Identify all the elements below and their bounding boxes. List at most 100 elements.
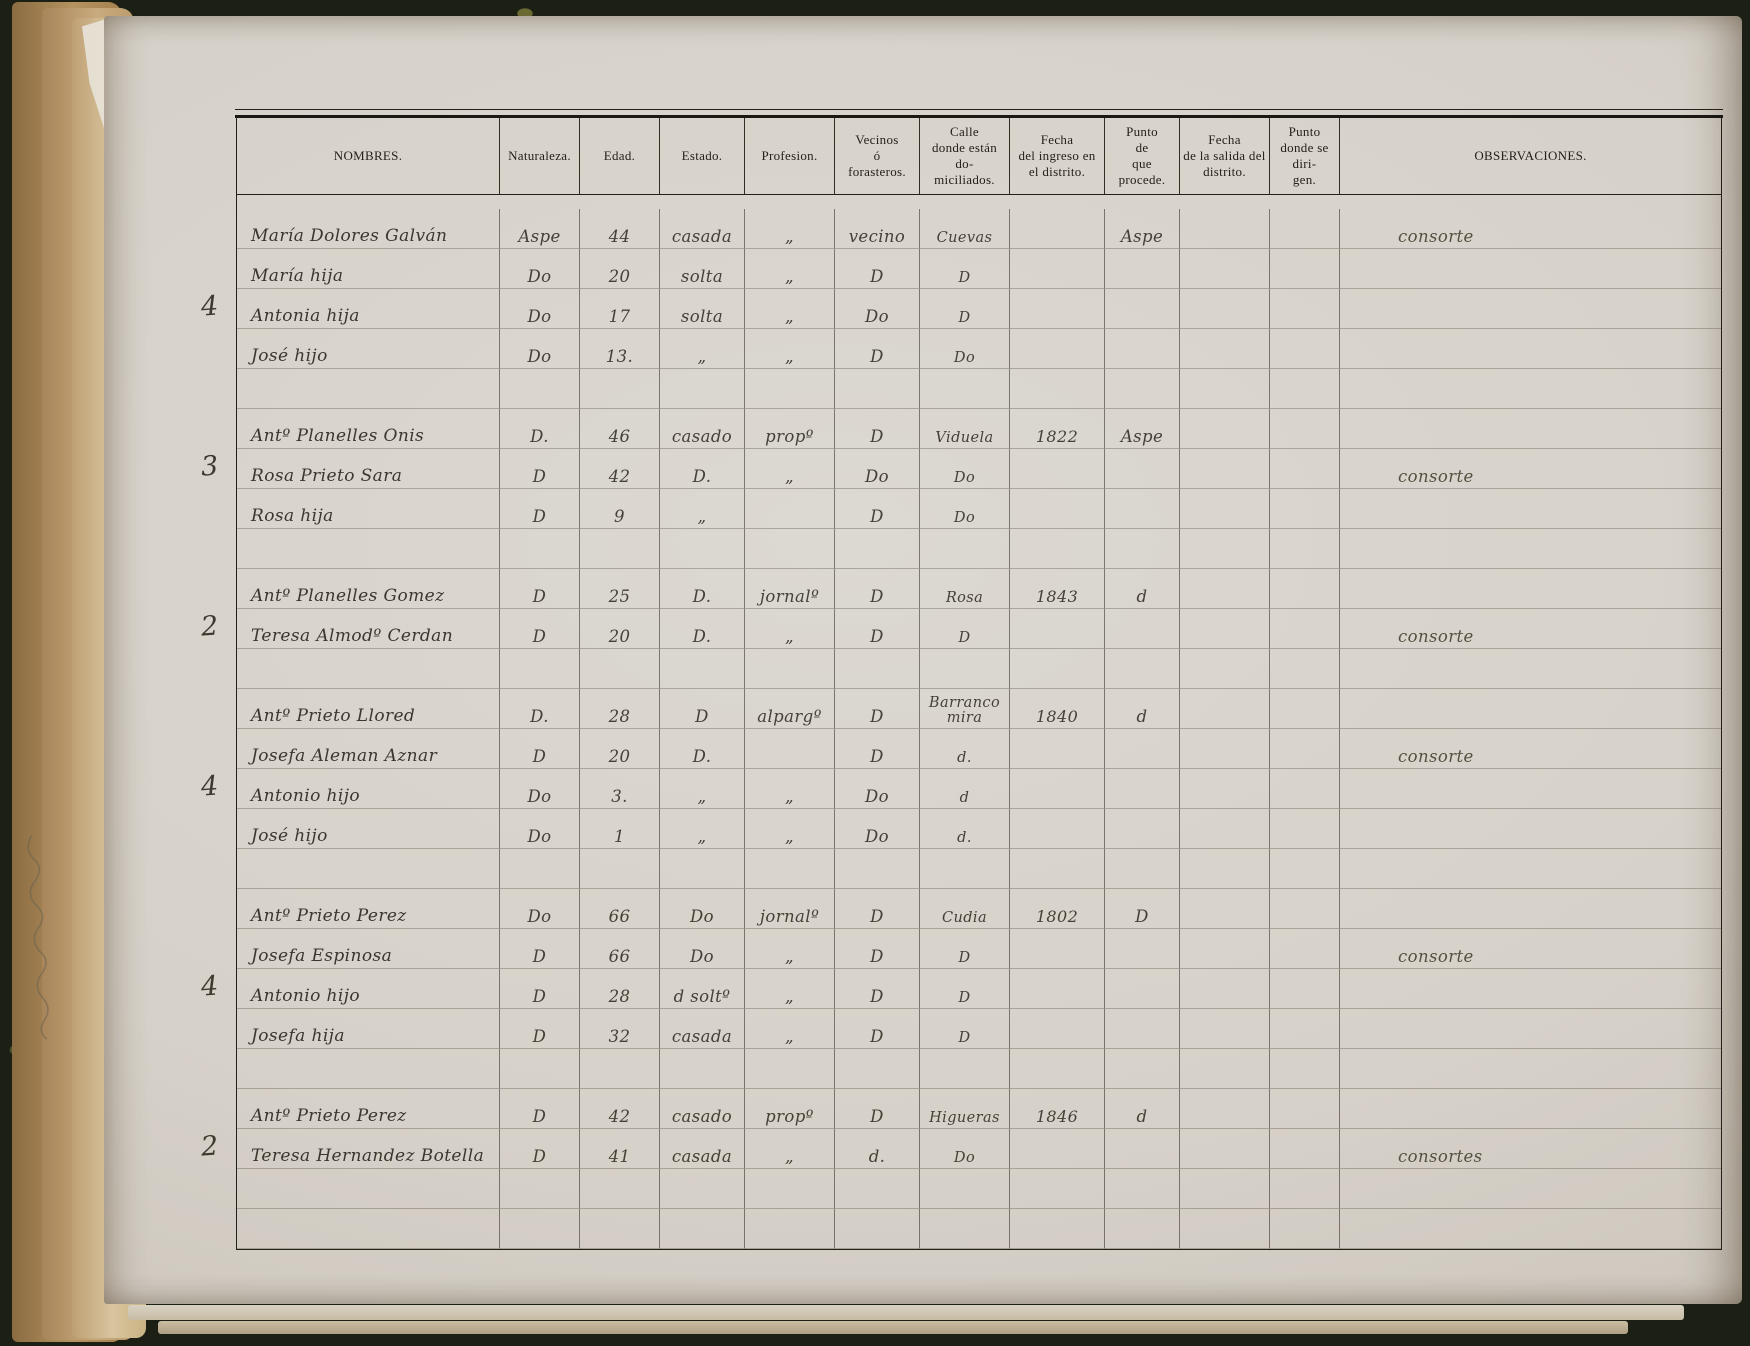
row-cell-naturaleza — [500, 1209, 580, 1249]
row-cell-edad — [580, 1209, 660, 1249]
row-cell-punto-dirigen — [1270, 889, 1340, 929]
row-cell-punto-dirigen — [1270, 929, 1340, 969]
row-cell-fecha-ingreso — [1010, 1209, 1105, 1249]
row-cell-punto-procede: Aspe — [1105, 409, 1180, 449]
row-cell-punto-dirigen — [1270, 329, 1340, 369]
row-cell-observaciones — [1340, 769, 1721, 809]
row-cell-naturaleza: Do — [500, 249, 580, 289]
row-cell-calle: D — [920, 609, 1010, 649]
row-cell-estado: D. — [660, 569, 745, 609]
row-cell-punto-procede: d — [1105, 569, 1180, 609]
row-cell-calle: Cudia — [920, 889, 1010, 929]
table-row: Antº Prieto Perez D 42 casado propº D Higueras… — [237, 1089, 1721, 1129]
page-bottom-edge — [158, 1321, 1628, 1334]
row-cell-observaciones — [1340, 329, 1721, 369]
column-header-edad: Edad. — [580, 118, 660, 194]
row-cell-fecha-salida — [1180, 729, 1270, 769]
row-cell-punto-dirigen — [1270, 409, 1340, 449]
row-cell-punto-procede — [1105, 449, 1180, 489]
row-cell-vecinos: Do — [835, 769, 920, 809]
row-cell-punto-dirigen — [1270, 529, 1340, 569]
column-header-calle: Calle donde están do- miciliados. — [920, 118, 1010, 194]
row-cell-edad: 28 — [580, 969, 660, 1009]
row-cell-vecinos: d. — [835, 1129, 920, 1169]
column-header-vecinos: Vecinos ó forasteros. — [835, 118, 920, 194]
row-cell-nombres — [237, 1209, 500, 1249]
row-cell-nombres: Antº Planelles Gomez — [237, 569, 500, 609]
row-cell-punto-procede — [1105, 1009, 1180, 1049]
row-cell-edad: 44 — [580, 209, 660, 249]
family-size-number: 2 — [199, 610, 220, 643]
row-cell-fecha-salida — [1180, 1129, 1270, 1169]
row-cell-punto-procede — [1105, 729, 1180, 769]
row-cell-naturaleza — [500, 1169, 580, 1209]
row-cell-vecinos: vecino — [835, 209, 920, 249]
row-cell-calle: D — [920, 1009, 1010, 1049]
table-row: 4 Antonio hijo D 28 d soltº „ D D — [200, 969, 1721, 1009]
row-cell-fecha-salida — [1180, 329, 1270, 369]
row-cell-edad: 9 — [580, 489, 660, 529]
row-cell-profesion: „ — [745, 1009, 835, 1049]
column-header-punto-dirigen: Punto donde se diri- gen. — [1270, 118, 1340, 194]
row-cell-nombres: Antonio hijo — [237, 969, 500, 1009]
row-cell-fecha-ingreso — [1010, 1169, 1105, 1209]
row-cell-observaciones — [1340, 369, 1721, 409]
row-cell-calle: D — [920, 289, 1010, 329]
row-cell-edad: 17 — [580, 289, 660, 329]
row-cell-naturaleza: D — [500, 929, 580, 969]
row-cell-observaciones — [1340, 289, 1721, 329]
row-cell-vecinos: D — [835, 569, 920, 609]
row-cell-nombres — [237, 529, 500, 569]
row-cell-nombres: Teresa Hernandez Botella — [237, 1129, 500, 1169]
row-cell-punto-dirigen — [1270, 1169, 1340, 1209]
table-header-row: NOMBRES. Naturaleza. Edad. Estado. Profesion… — [237, 118, 1721, 195]
row-cell-observaciones — [1340, 889, 1721, 929]
row-cell-profesion — [745, 649, 835, 689]
row-cell-naturaleza: D — [500, 569, 580, 609]
row-cell-profesion: „ — [745, 769, 835, 809]
row-cell-edad: 20 — [580, 729, 660, 769]
row-cell-punto-procede — [1105, 1169, 1180, 1209]
column-header-fecha-salida: Fecha de la salida del distrito. — [1180, 118, 1270, 194]
row-cell-punto-procede — [1105, 289, 1180, 329]
row-cell-profesion: „ — [745, 289, 835, 329]
page-bottom-edge — [128, 1305, 1684, 1320]
row-cell-fecha-ingreso — [1010, 209, 1105, 249]
table-row: 4 Antonia hija Do 17 solta „ Do D — [200, 289, 1721, 329]
table-body: María Dolores Galván Aspe 44 casada „ vecino C… — [200, 195, 1721, 1249]
row-cell-punto-procede — [1105, 809, 1180, 849]
row-cell-observaciones: consorte — [1340, 449, 1721, 489]
row-cell-nombres: José hijo — [237, 329, 500, 369]
row-cell-punto-procede — [1105, 1049, 1180, 1089]
row-cell-fecha-salida — [1180, 489, 1270, 529]
family-size-number: 4 — [199, 970, 220, 1003]
row-cell-punto-procede — [1105, 1129, 1180, 1169]
row-cell-naturaleza — [500, 529, 580, 569]
row-cell-punto-dirigen — [1270, 689, 1340, 729]
row-cell-vecinos: D — [835, 489, 920, 529]
row-cell-estado — [660, 529, 745, 569]
row-cell-vecinos — [835, 529, 920, 569]
row-cell-nombres: Antonia hija — [237, 289, 500, 329]
row-cell-observaciones — [1340, 1209, 1721, 1249]
row-cell-punto-dirigen — [1270, 649, 1340, 689]
row-cell-edad: 66 — [580, 889, 660, 929]
row-cell-punto-dirigen — [1270, 1009, 1340, 1049]
row-cell-fecha-ingreso — [1010, 849, 1105, 889]
register-table: NOMBRES. Naturaleza. Edad. Estado. Profesion… — [200, 109, 1723, 1250]
row-cell-naturaleza — [500, 849, 580, 889]
row-cell-vecinos — [835, 1169, 920, 1209]
row-cell-edad: 42 — [580, 449, 660, 489]
row-cell-fecha-ingreso — [1010, 249, 1105, 289]
row-cell-profesion: alpargº — [745, 689, 835, 729]
row-cell-profesion: „ — [745, 929, 835, 969]
row-cell-nombres: Josefa Espinosa — [237, 929, 500, 969]
row-cell-punto-dirigen — [1270, 449, 1340, 489]
family-size-number: 4 — [199, 290, 220, 323]
row-cell-punto-dirigen — [1270, 249, 1340, 289]
row-cell-calle — [920, 529, 1010, 569]
row-cell-profesion: „ — [745, 1129, 835, 1169]
row-cell-calle: Barranco mira — [920, 689, 1010, 729]
table-row: Antº Planelles Onis D. 46 casado propº D Vidue… — [237, 409, 1721, 449]
